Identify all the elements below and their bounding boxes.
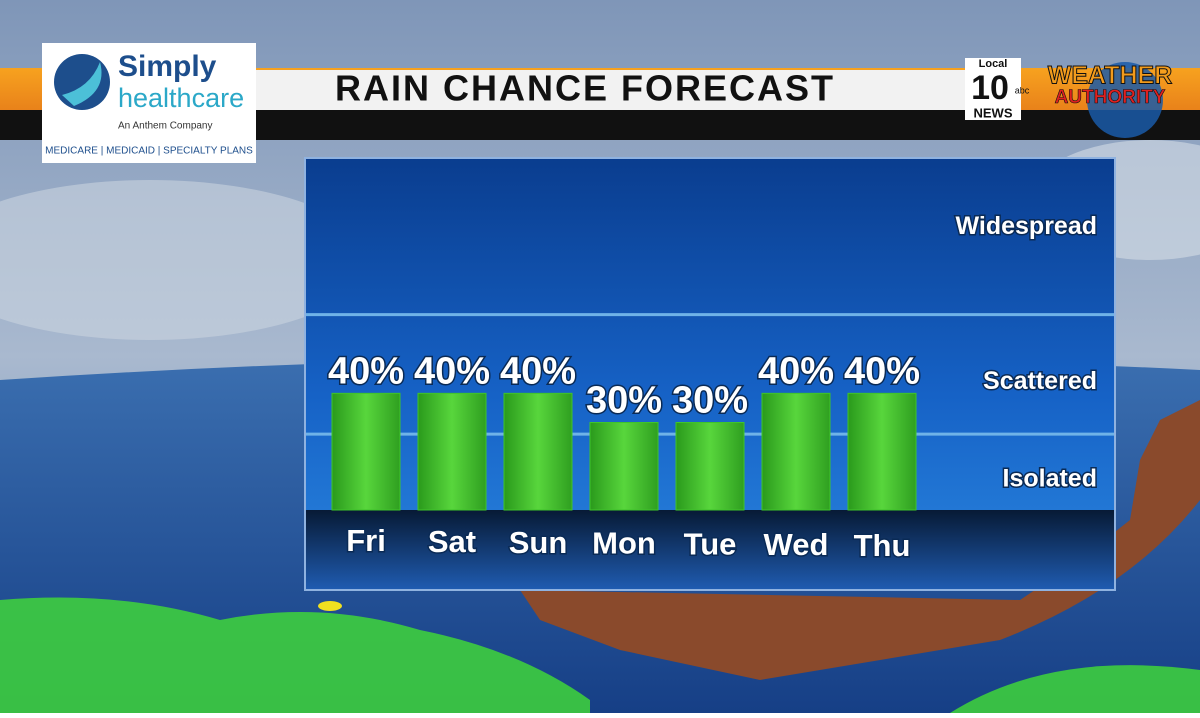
radar [950, 665, 1200, 713]
station-local: Local [979, 58, 1008, 70]
sponsor-emblem [62, 62, 102, 106]
brand-authority: AUTHORITY [1055, 87, 1166, 108]
chart-floor [306, 510, 1114, 589]
x-tick-label: Fri [346, 523, 386, 558]
value-label: 40% [328, 350, 404, 392]
station-number: 10 [971, 69, 1009, 107]
value-label: 40% [844, 350, 920, 392]
sponsor-plans: MEDICARE | MEDICAID | SPECIALTY PLANS [45, 146, 253, 157]
value-label: 30% [672, 380, 748, 422]
band-label: Isolated [1003, 465, 1097, 493]
bar [503, 392, 573, 511]
bar [417, 392, 487, 511]
x-tick-label: Sat [428, 524, 476, 559]
bar [847, 392, 917, 511]
station-news: NEWS [974, 105, 1013, 120]
bar [761, 392, 831, 511]
sponsor-name: healthcare [118, 83, 244, 113]
sponsor-name: Simply [118, 50, 217, 83]
brand-weather: WEATHER [1048, 62, 1173, 90]
sponsor-tagline: An Anthem Company [118, 121, 213, 132]
value-label: 30% [586, 380, 662, 422]
bar [331, 392, 401, 511]
x-tick-label: Sun [509, 525, 568, 560]
radar [0, 597, 590, 713]
title-bar [255, 70, 965, 110]
station-logo [965, 58, 1021, 120]
bar [589, 422, 659, 511]
x-tick-label: Wed [764, 527, 829, 562]
band-label: Scattered [983, 367, 1097, 395]
chart-title: RAIN CHANCE FORECAST [335, 68, 835, 109]
radar-emblem [1087, 62, 1163, 138]
bar [675, 422, 745, 511]
station-network: abc [1015, 85, 1030, 95]
value-label: 40% [414, 350, 490, 392]
value-label: 40% [758, 350, 834, 392]
x-tick-label: Thu [854, 528, 911, 563]
plot: Isolated Scattered Widespread 40% Fri 40% Sat 4… [306, 210, 1114, 564]
band-label: Widespread [956, 212, 1097, 240]
x-tick-label: Tue [684, 526, 737, 561]
x-tick-label: Mon [592, 526, 656, 561]
value-label: 40% [500, 350, 576, 392]
land [520, 400, 1200, 680]
radar-core [318, 601, 342, 611]
cloud [0, 180, 370, 340]
